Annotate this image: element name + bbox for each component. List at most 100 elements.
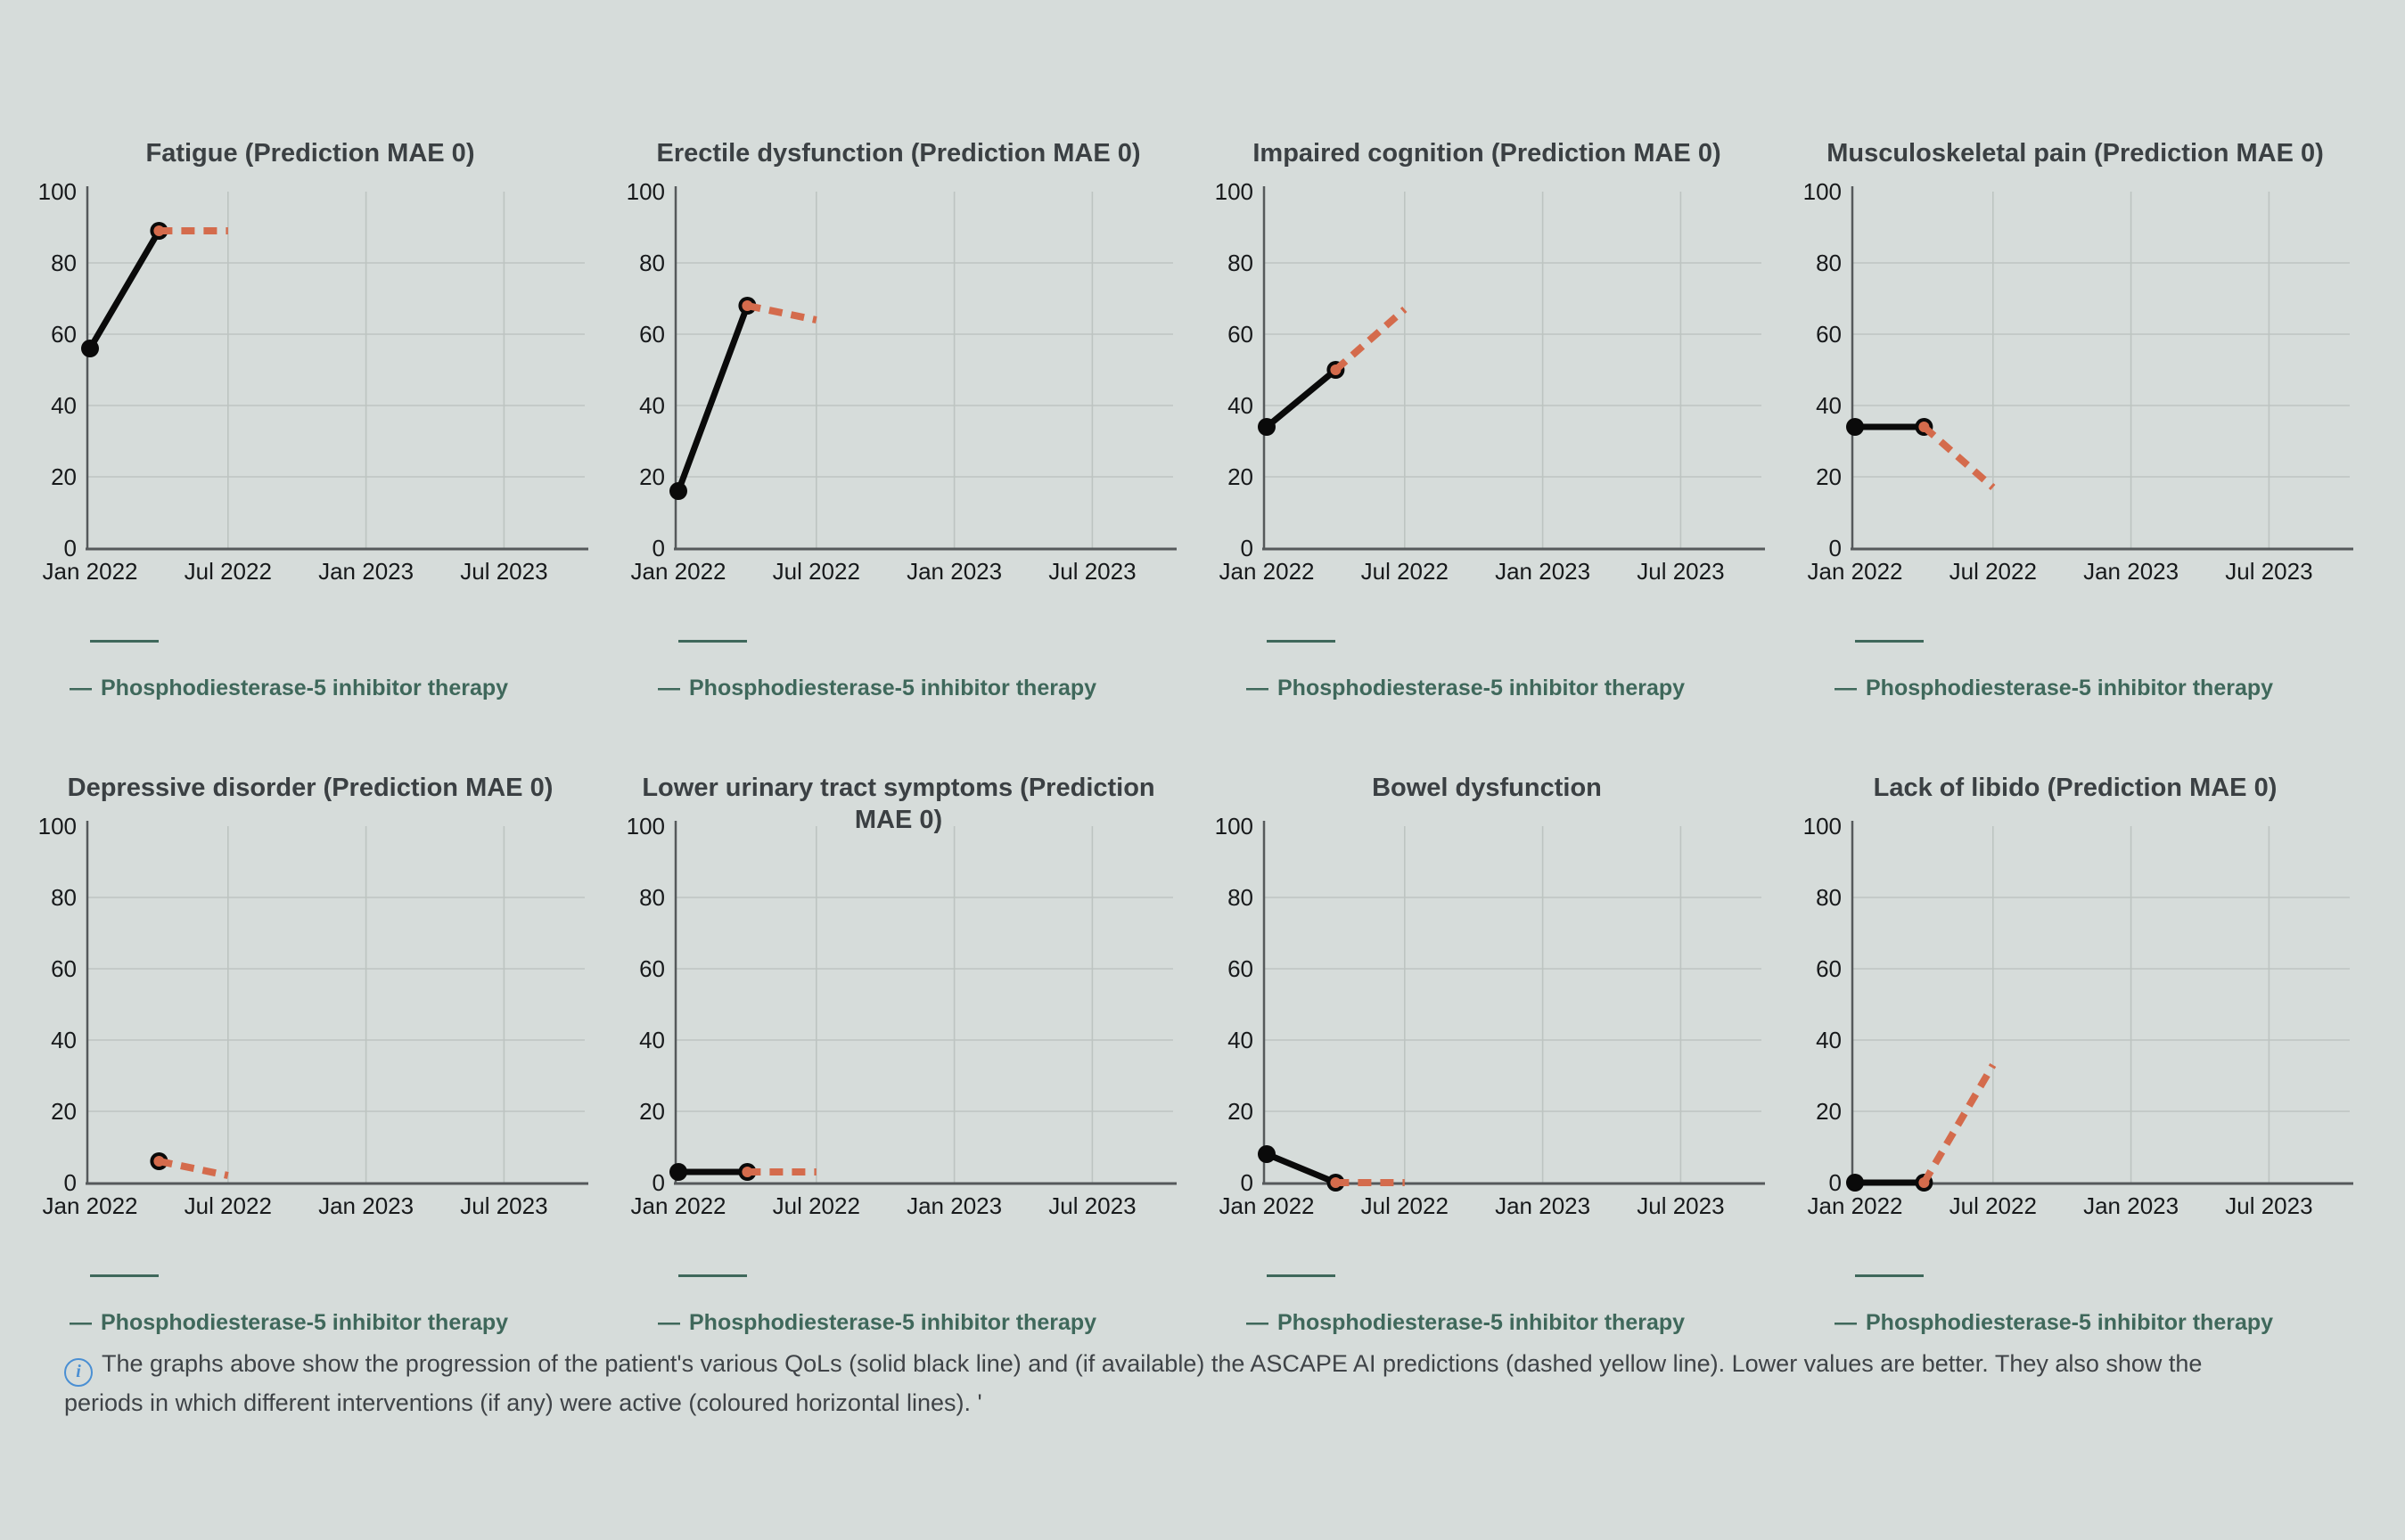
y-tick-label: 80 (51, 884, 77, 911)
chart-legend: — Phosphodiesterase-5 inhibitor therapy (1246, 1310, 1685, 1336)
chart-title: Lack of libido (Prediction MAE 0) (1873, 774, 2278, 802)
actual-qol-point (1258, 418, 1276, 436)
charts-grid: Fatigue (Prediction MAE 0) 0 20 40 60 80 100 Ja… (7, 125, 2360, 1335)
y-tick-label: 60 (1816, 955, 1842, 982)
chart-legend: — Phosphodiesterase-5 inhibitor therapy (1246, 676, 1685, 701)
legend-label: Phosphodiesterase-5 inhibitor therapy (101, 1310, 509, 1335)
legend-label: Phosphodiesterase-5 inhibitor therapy (1866, 676, 2274, 700)
prediction-line (1920, 1062, 1997, 1185)
y-tick-label: 40 (51, 392, 77, 419)
x-tick-label: Jan 2023 (907, 1192, 1002, 1219)
y-tick-label: 40 (639, 392, 665, 419)
y-tick-label: 40 (1816, 392, 1842, 419)
x-tick-label: Jan 2022 (1219, 1192, 1315, 1219)
legend-dash: — (1246, 676, 1268, 700)
prediction-start-point (1918, 422, 1930, 432)
chart-plot: 0 20 40 60 80 100 Jan 2022 Jul 2022 Jan 2023 Jul … (627, 183, 1177, 585)
chart-cell-2: Erectile dysfunction (Prediction MAE 0) 0… (595, 125, 1184, 700)
y-tick-label: 0 (1241, 1169, 1253, 1196)
y-tick-label: 40 (1227, 392, 1253, 419)
y-tick-label: 0 (1241, 535, 1253, 561)
legend-label: Phosphodiesterase-5 inhibitor therapy (1866, 1310, 2274, 1335)
actual-qol-point (1846, 1174, 1864, 1192)
y-tick-label: 100 (1215, 183, 1253, 205)
x-tick-label: Jan 2022 (43, 558, 138, 585)
y-tick-label: 100 (627, 183, 665, 205)
chart-legend: — Phosphodiesterase-5 inhibitor therapy (70, 676, 508, 701)
chart-plot: 0 20 40 60 80 100 Jan 2022 Jul 2022 Jan 2023 Jul … (1803, 183, 2353, 585)
x-tick-label: Jul 2023 (2225, 1192, 2312, 1219)
actual-qol-point (81, 340, 99, 357)
y-tick-label: 60 (639, 321, 665, 348)
actual-qol-point (669, 482, 687, 500)
y-tick-label: 60 (639, 955, 665, 982)
chart-title: Bowel dysfunction (1372, 774, 1602, 802)
y-tick-label: 20 (1227, 463, 1253, 490)
x-tick-label: Jul 2022 (1949, 558, 2037, 585)
legend-dash: — (1835, 1310, 1857, 1335)
actual-qol-line (1263, 366, 1339, 430)
legend-label: Phosphodiesterase-5 inhibitor therapy (1277, 1310, 1686, 1335)
y-tick-label: 20 (1227, 1098, 1253, 1125)
y-tick-label: 0 (64, 1169, 77, 1196)
prediction-start-point (1330, 365, 1342, 375)
chart-cell-3: Impaired cognition (Prediction MAE 0) 0 20… (1184, 125, 1772, 700)
y-tick-label: 60 (1816, 321, 1842, 348)
y-tick-label: 100 (1215, 817, 1253, 840)
intervention-period-line (1267, 640, 1336, 643)
y-tick-label: 20 (1816, 463, 1842, 490)
intervention-period-line (1855, 640, 1925, 643)
y-tick-label: 100 (627, 817, 665, 840)
y-tick-label: 80 (1227, 884, 1253, 911)
x-tick-label: Jan 2022 (631, 558, 726, 585)
y-tick-label: 100 (38, 183, 77, 205)
legend-dash: — (658, 1310, 680, 1335)
chart-cell-6: Lower urinary tract symptoms (Prediction… (595, 759, 1184, 1335)
legend-label: Phosphodiesterase-5 inhibitor therapy (689, 676, 1097, 700)
prediction-start-point (742, 300, 753, 311)
chart-title: Musculoskeletal pain (Prediction MAE 0) (1826, 139, 2324, 168)
info-icon: i (64, 1357, 93, 1387)
x-tick-label: Jul 2022 (773, 558, 860, 585)
y-tick-label: 60 (1227, 321, 1253, 348)
legend-dash: — (658, 676, 680, 700)
x-tick-label: Jan 2022 (1219, 558, 1315, 585)
y-tick-label: 0 (64, 535, 77, 561)
y-tick-label: 0 (1829, 1169, 1842, 1196)
legend-dash: — (70, 1310, 92, 1335)
y-tick-label: 0 (653, 535, 665, 561)
x-tick-label: Jan 2023 (1495, 1192, 1590, 1219)
prediction-start-point (153, 225, 165, 236)
legend-label: Phosphodiesterase-5 inhibitor therapy (101, 676, 509, 700)
x-tick-label: Jul 2022 (1361, 1192, 1449, 1219)
y-tick-label: 20 (51, 463, 77, 490)
chart-cell-1: Fatigue (Prediction MAE 0) 0 20 40 60 80 100 Ja… (7, 125, 595, 700)
chart-legend: — Phosphodiesterase-5 inhibitor therapy (658, 676, 1096, 701)
chart-title: Depressive disorder (Prediction MAE 0) (67, 774, 554, 802)
actual-qol-point (1846, 418, 1864, 436)
legend-label: Phosphodiesterase-5 inhibitor therapy (689, 1310, 1097, 1335)
x-tick-label: Jan 2023 (2083, 1192, 2179, 1219)
y-tick-label: 40 (51, 1027, 77, 1053)
prediction-start-point (1330, 1177, 1342, 1188)
x-tick-label: Jan 2023 (2083, 558, 2179, 585)
x-tick-label: Jan 2022 (631, 1192, 726, 1219)
prediction-start-point (742, 1167, 753, 1177)
actual-qol-line (86, 227, 162, 352)
y-tick-label: 80 (51, 250, 77, 276)
y-tick-label: 80 (639, 884, 665, 911)
y-tick-label: 20 (639, 1098, 665, 1125)
chart-cell-7: Bowel dysfunction 0 20 40 60 80 100 Jan 2022 Jul… (1184, 759, 1772, 1335)
y-tick-label: 80 (1816, 250, 1842, 276)
y-tick-label: 60 (1227, 955, 1253, 982)
chart-title: Impaired cognition (Prediction MAE 0) (1252, 139, 1721, 168)
x-tick-label: Jan 2023 (907, 558, 1002, 585)
chart-plot: 0 20 40 60 80 100 Jan 2022 Jul 2022 Jan 2023 Jul … (1215, 183, 1765, 585)
intervention-period-line (90, 1274, 160, 1277)
x-tick-label: Jan 2022 (43, 1192, 138, 1219)
prediction-line (746, 302, 817, 324)
y-tick-label: 100 (1803, 183, 1842, 205)
actual-qol-point (1258, 1145, 1276, 1163)
y-tick-label: 100 (38, 817, 77, 840)
